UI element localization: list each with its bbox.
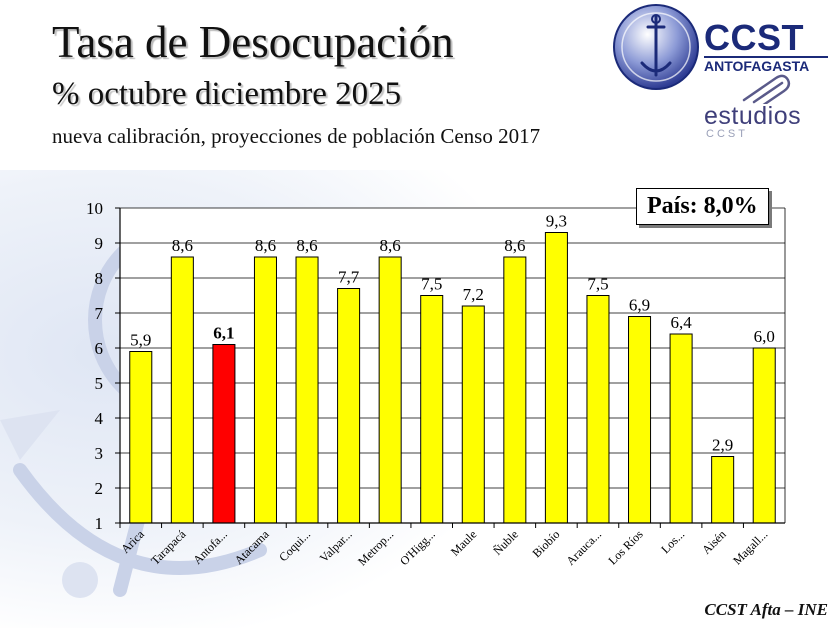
data-label: 6,0: [754, 327, 775, 346]
data-label: 7,5: [421, 275, 442, 294]
data-label: 8,6: [296, 236, 317, 255]
y-tick-label: 7: [95, 304, 104, 323]
bar-2: [170, 256, 194, 524]
category-label: Maule: [448, 527, 480, 559]
page-title: Tasa de Desocupación: [52, 17, 454, 67]
bar-7: [378, 256, 402, 524]
category-label: Coqui...: [276, 527, 313, 564]
data-label: 8,6: [172, 236, 193, 255]
category-label: Ñuble: [490, 527, 521, 558]
y-tick-label: 10: [86, 199, 103, 218]
category-label: Valpar...: [317, 527, 355, 565]
estudios-logo: estudios CCST: [704, 74, 834, 140]
bar-3: [212, 344, 236, 524]
category-label: Metrop...: [355, 527, 396, 568]
data-label: 9,3: [546, 212, 567, 231]
y-tick-label: 6: [95, 339, 104, 358]
category-label: Biobío: [530, 527, 563, 560]
category-label: Arica: [118, 527, 147, 556]
category-label: Atacama: [232, 527, 273, 568]
methodology-note: nueva calibración, proyecciones de pobla…: [52, 124, 541, 148]
ccst-brand-logo: CCST ANTOFAGASTA: [704, 20, 834, 73]
data-label: 6,4: [670, 313, 692, 332]
category-label: Magall...: [730, 527, 770, 567]
logo-city-text: ANTOFAGASTA: [704, 56, 828, 73]
category-label: Arauca...: [563, 527, 604, 568]
data-label: 6,9: [629, 296, 650, 315]
bar-8: [420, 295, 444, 524]
data-label: 2,9: [712, 436, 733, 455]
bar-15: [711, 456, 735, 524]
y-tick-label: 2: [95, 479, 104, 498]
bar-9: [461, 305, 485, 524]
bar-5: [295, 256, 319, 524]
bar-16: [752, 347, 776, 524]
y-tick-label: 9: [95, 234, 104, 253]
bar-10: [503, 256, 527, 524]
bar-1: [129, 351, 153, 524]
data-label: 7,7: [338, 268, 360, 287]
logo-studies-text: estudios: [704, 102, 802, 130]
category-label: Antofa...: [190, 527, 230, 567]
bar-6: [337, 288, 361, 524]
y-tick-label: 5: [95, 374, 104, 393]
bar-14: [669, 333, 693, 524]
data-label: 8,6: [504, 236, 525, 255]
category-label: Los...: [658, 527, 687, 556]
bar-12: [586, 295, 610, 524]
national-rate-box: País: 8,0%: [636, 188, 769, 225]
y-tick-label: 1: [95, 514, 104, 533]
source-footer: CCST Afta – INE: [704, 600, 828, 619]
ccst-emblem-logo: [612, 3, 700, 91]
y-tick-label: 8: [95, 269, 104, 288]
data-label: 5,9: [130, 331, 151, 350]
paperclip-icon: [742, 74, 791, 104]
y-tick-label: 4: [95, 409, 104, 428]
page-subtitle: % octubre diciembre 2025: [52, 76, 402, 112]
y-tick-label: 3: [95, 444, 104, 463]
data-label: 7,5: [587, 275, 608, 294]
data-label: 6,1: [213, 324, 234, 343]
bar-11: [544, 232, 568, 524]
logo-studies-subtext: CCST: [706, 128, 748, 140]
data-label: 8,6: [255, 236, 276, 255]
category-label: Los Ríos: [605, 527, 646, 568]
category-label: O'Higg...: [397, 527, 438, 568]
chart-axes: [115, 207, 786, 528]
data-label: 8,6: [380, 236, 401, 255]
bar-13: [628, 316, 652, 524]
logo-brand-text: CCST: [704, 17, 804, 58]
category-label: Aisén: [699, 527, 729, 557]
category-label: Tarapacá: [148, 527, 189, 568]
bar-4: [253, 256, 277, 524]
data-label: 7,2: [463, 285, 484, 304]
